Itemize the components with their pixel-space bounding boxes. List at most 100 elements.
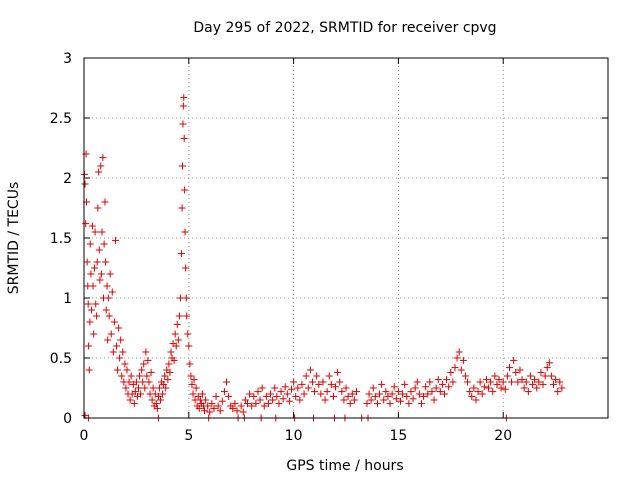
data-point <box>175 312 183 320</box>
data-point <box>281 383 289 391</box>
data-point <box>445 383 453 391</box>
data-point <box>313 372 321 380</box>
y-tick-label: 0 <box>63 411 72 427</box>
data-point <box>149 384 157 392</box>
data-point <box>87 270 95 278</box>
data-point <box>424 390 432 398</box>
x-axis-label: GPS time / hours <box>286 458 403 474</box>
data-point <box>461 372 469 380</box>
data-point <box>252 400 260 408</box>
data-point <box>451 364 459 372</box>
data-point <box>103 282 111 290</box>
data-point <box>165 360 173 368</box>
data-point <box>157 396 165 404</box>
data-point <box>369 384 377 392</box>
data-point <box>526 372 534 380</box>
data-point <box>212 392 220 400</box>
data-point <box>273 392 281 400</box>
data-point <box>206 408 214 416</box>
data-point <box>132 378 140 386</box>
data-point <box>93 312 101 320</box>
data-point <box>218 397 226 405</box>
data-point <box>107 330 115 338</box>
data-point <box>420 392 428 400</box>
data-point <box>277 388 285 396</box>
data-point <box>323 388 331 396</box>
data-point <box>127 372 135 380</box>
data-point <box>198 390 206 398</box>
data-point <box>195 404 203 412</box>
data-point <box>376 390 384 398</box>
x-tick-label: 10 <box>285 428 303 444</box>
data-point <box>378 380 386 388</box>
data-point <box>166 368 174 376</box>
data-point <box>118 372 126 380</box>
data-point <box>342 384 350 392</box>
plot-frame <box>83 57 609 419</box>
data-point <box>194 392 202 400</box>
data-point <box>512 368 520 376</box>
data-point <box>130 400 138 408</box>
data-point <box>123 366 131 374</box>
data-point <box>88 306 96 314</box>
data-point <box>531 376 539 384</box>
data-point <box>411 384 419 392</box>
data-point <box>147 368 155 376</box>
data-point <box>296 396 304 404</box>
data-point <box>522 378 530 386</box>
data-point <box>88 222 96 230</box>
data-point <box>223 378 231 386</box>
data-point <box>214 402 222 410</box>
data-point <box>116 354 124 362</box>
x-tick-label: 0 <box>80 428 89 444</box>
data-point <box>208 400 216 408</box>
data-point <box>220 388 228 396</box>
data-point <box>237 402 245 410</box>
data-point <box>380 396 388 404</box>
data-point <box>231 400 239 408</box>
data-point <box>102 306 110 314</box>
data-point <box>311 388 319 396</box>
data-point <box>539 380 547 388</box>
data-point <box>262 392 270 400</box>
data-point <box>501 385 509 393</box>
data-point <box>134 384 142 392</box>
data-point <box>172 342 180 350</box>
data-point <box>115 324 123 332</box>
data-point <box>417 400 425 408</box>
data-point <box>254 388 262 396</box>
data-point <box>139 378 147 386</box>
data-point <box>180 134 188 142</box>
y-axis-label: SRMTID / TECUs <box>6 182 22 295</box>
data-point <box>386 400 394 408</box>
data-point <box>154 392 162 400</box>
data-point <box>81 180 89 188</box>
data-point <box>90 264 98 272</box>
data-point <box>306 366 314 374</box>
data-point <box>269 396 277 404</box>
y-tick-labels: 0 0.5 1 1.5 2 2.5 3 <box>50 51 72 427</box>
data-point <box>179 102 187 110</box>
data-point <box>260 402 268 410</box>
data-point <box>153 404 161 412</box>
data-points <box>80 94 566 422</box>
data-point <box>185 342 193 350</box>
data-point <box>105 312 113 320</box>
data-point <box>86 240 94 248</box>
data-point <box>554 388 562 396</box>
data-point <box>243 400 251 408</box>
data-point <box>173 320 181 328</box>
data-point <box>441 390 449 398</box>
data-point <box>390 383 398 391</box>
data-point <box>176 294 184 302</box>
data-point <box>443 376 451 384</box>
data-point <box>409 395 417 403</box>
data-point <box>388 390 396 398</box>
data-point <box>434 376 442 384</box>
data-point <box>136 372 144 380</box>
data-point <box>190 376 198 384</box>
data-point <box>510 356 518 364</box>
data-point <box>403 392 411 400</box>
data-point <box>119 348 127 356</box>
data-point <box>100 240 108 248</box>
